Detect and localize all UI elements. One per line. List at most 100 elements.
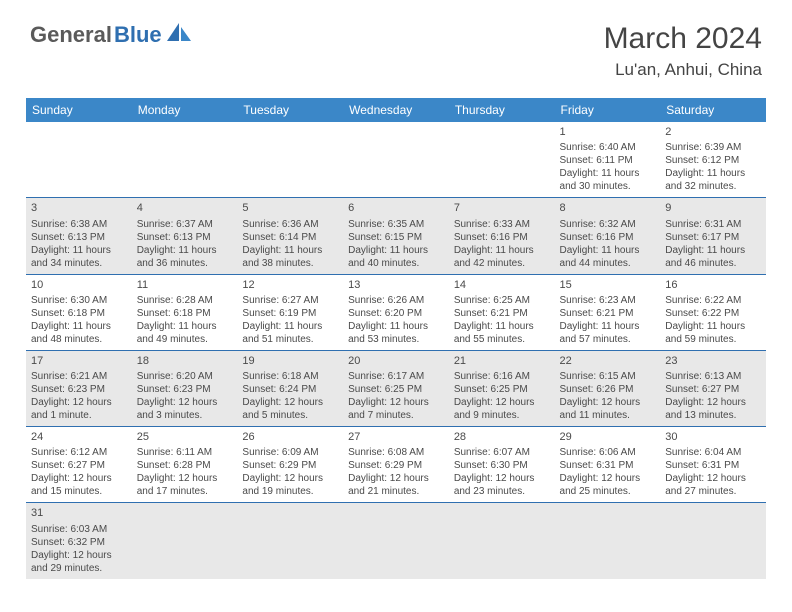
calendar-cell	[26, 122, 132, 198]
calendar-cell: 4Sunrise: 6:37 AMSunset: 6:13 PMDaylight…	[132, 198, 238, 274]
title-block: March 2024 Lu'an, Anhui, China	[604, 22, 762, 80]
sunset-text: Sunset: 6:14 PM	[242, 231, 338, 244]
daylight-text: Daylight: 12 hours and 15 minutes.	[31, 472, 127, 498]
sunset-text: Sunset: 6:16 PM	[454, 231, 550, 244]
sunrise-text: Sunrise: 6:09 AM	[242, 446, 338, 459]
day-number: 16	[665, 278, 761, 292]
sunset-text: Sunset: 6:21 PM	[560, 307, 656, 320]
calendar-cell: 8Sunrise: 6:32 AMSunset: 6:16 PMDaylight…	[555, 198, 661, 274]
sunset-text: Sunset: 6:29 PM	[242, 459, 338, 472]
calendar-cell	[132, 503, 238, 579]
day-header: Sunday	[26, 98, 132, 122]
daylight-text: Daylight: 12 hours and 29 minutes.	[31, 549, 127, 575]
day-number: 24	[31, 430, 127, 444]
calendar-cell: 20Sunrise: 6:17 AMSunset: 6:25 PMDayligh…	[343, 350, 449, 426]
day-number: 15	[560, 278, 656, 292]
calendar-cell	[660, 503, 766, 579]
sunset-text: Sunset: 6:23 PM	[137, 383, 233, 396]
sunset-text: Sunset: 6:27 PM	[665, 383, 761, 396]
calendar-cell	[132, 122, 238, 198]
calendar-cell: 6Sunrise: 6:35 AMSunset: 6:15 PMDaylight…	[343, 198, 449, 274]
calendar-cell: 14Sunrise: 6:25 AMSunset: 6:21 PMDayligh…	[449, 274, 555, 350]
sunrise-text: Sunrise: 6:36 AM	[242, 218, 338, 231]
daylight-text: Daylight: 11 hours and 40 minutes.	[348, 244, 444, 270]
calendar-cell	[449, 503, 555, 579]
calendar-cell: 13Sunrise: 6:26 AMSunset: 6:20 PMDayligh…	[343, 274, 449, 350]
calendar-cell: 29Sunrise: 6:06 AMSunset: 6:31 PMDayligh…	[555, 427, 661, 503]
sunset-text: Sunset: 6:21 PM	[454, 307, 550, 320]
calendar-cell: 17Sunrise: 6:21 AMSunset: 6:23 PMDayligh…	[26, 350, 132, 426]
day-number: 7	[454, 201, 550, 215]
sunset-text: Sunset: 6:23 PM	[31, 383, 127, 396]
day-header: Friday	[555, 98, 661, 122]
sunrise-text: Sunrise: 6:08 AM	[348, 446, 444, 459]
day-number: 9	[665, 201, 761, 215]
sunrise-text: Sunrise: 6:11 AM	[137, 446, 233, 459]
sunrise-text: Sunrise: 6:26 AM	[348, 294, 444, 307]
calendar-cell: 24Sunrise: 6:12 AMSunset: 6:27 PMDayligh…	[26, 427, 132, 503]
sunset-text: Sunset: 6:18 PM	[137, 307, 233, 320]
daylight-text: Daylight: 11 hours and 55 minutes.	[454, 320, 550, 346]
calendar-cell: 28Sunrise: 6:07 AMSunset: 6:30 PMDayligh…	[449, 427, 555, 503]
calendar-table: Sunday Monday Tuesday Wednesday Thursday…	[26, 98, 766, 579]
sunrise-text: Sunrise: 6:33 AM	[454, 218, 550, 231]
sunrise-text: Sunrise: 6:07 AM	[454, 446, 550, 459]
sunrise-text: Sunrise: 6:28 AM	[137, 294, 233, 307]
logo-text-part1: General	[30, 22, 112, 48]
calendar-cell: 27Sunrise: 6:08 AMSunset: 6:29 PMDayligh…	[343, 427, 449, 503]
calendar-week: 10Sunrise: 6:30 AMSunset: 6:18 PMDayligh…	[26, 274, 766, 350]
daylight-text: Daylight: 11 hours and 59 minutes.	[665, 320, 761, 346]
daylight-text: Daylight: 12 hours and 19 minutes.	[242, 472, 338, 498]
day-number: 21	[454, 354, 550, 368]
calendar-cell: 22Sunrise: 6:15 AMSunset: 6:26 PMDayligh…	[555, 350, 661, 426]
daylight-text: Daylight: 11 hours and 51 minutes.	[242, 320, 338, 346]
daylight-text: Daylight: 11 hours and 44 minutes.	[560, 244, 656, 270]
day-number: 27	[348, 430, 444, 444]
calendar-cell	[343, 122, 449, 198]
sunset-text: Sunset: 6:25 PM	[348, 383, 444, 396]
sunset-text: Sunset: 6:17 PM	[665, 231, 761, 244]
calendar-cell: 12Sunrise: 6:27 AMSunset: 6:19 PMDayligh…	[237, 274, 343, 350]
day-number: 5	[242, 201, 338, 215]
daylight-text: Daylight: 12 hours and 27 minutes.	[665, 472, 761, 498]
day-number: 2	[665, 125, 761, 139]
sunset-text: Sunset: 6:24 PM	[242, 383, 338, 396]
sunset-text: Sunset: 6:16 PM	[560, 231, 656, 244]
sunrise-text: Sunrise: 6:13 AM	[665, 370, 761, 383]
sunrise-text: Sunrise: 6:37 AM	[137, 218, 233, 231]
daylight-text: Daylight: 11 hours and 42 minutes.	[454, 244, 550, 270]
day-number: 11	[137, 278, 233, 292]
daylight-text: Daylight: 11 hours and 46 minutes.	[665, 244, 761, 270]
day-number: 10	[31, 278, 127, 292]
calendar-cell	[449, 122, 555, 198]
sunrise-text: Sunrise: 6:12 AM	[31, 446, 127, 459]
calendar-cell: 19Sunrise: 6:18 AMSunset: 6:24 PMDayligh…	[237, 350, 343, 426]
logo: General Blue	[30, 22, 193, 48]
calendar-cell: 1Sunrise: 6:40 AMSunset: 6:11 PMDaylight…	[555, 122, 661, 198]
sunset-text: Sunset: 6:29 PM	[348, 459, 444, 472]
calendar-cell: 9 Sunrise: 6:31 AMSunset: 6:17 PMDaylight…	[660, 198, 766, 274]
sunrise-text: Sunrise: 6:04 AM	[665, 446, 761, 459]
calendar-cell: 7 Sunrise: 6:33 AMSunset: 6:16 PMDaylight…	[449, 198, 555, 274]
calendar-cell: 23Sunrise: 6:13 AMSunset: 6:27 PMDayligh…	[660, 350, 766, 426]
sunrise-text: Sunrise: 6:18 AM	[242, 370, 338, 383]
sunrise-text: Sunrise: 6:03 AM	[31, 523, 127, 536]
sunset-text: Sunset: 6:32 PM	[31, 536, 127, 549]
daylight-text: Daylight: 12 hours and 1 minute.	[31, 396, 127, 422]
sunrise-text: Sunrise: 6:35 AM	[348, 218, 444, 231]
calendar-cell: 21Sunrise: 6:16 AMSunset: 6:25 PMDayligh…	[449, 350, 555, 426]
sunset-text: Sunset: 6:13 PM	[137, 231, 233, 244]
calendar-cell: 18Sunrise: 6:20 AMSunset: 6:23 PMDayligh…	[132, 350, 238, 426]
calendar-cell: 25Sunrise: 6:11 AMSunset: 6:28 PMDayligh…	[132, 427, 238, 503]
sunrise-text: Sunrise: 6:16 AM	[454, 370, 550, 383]
sunset-text: Sunset: 6:31 PM	[560, 459, 656, 472]
daylight-text: Daylight: 11 hours and 32 minutes.	[665, 167, 761, 193]
logo-text-part2: Blue	[114, 22, 162, 48]
day-number: 6	[348, 201, 444, 215]
daylight-text: Daylight: 12 hours and 7 minutes.	[348, 396, 444, 422]
calendar-cell	[237, 503, 343, 579]
daylight-text: Daylight: 12 hours and 5 minutes.	[242, 396, 338, 422]
sunrise-text: Sunrise: 6:27 AM	[242, 294, 338, 307]
day-number: 30	[665, 430, 761, 444]
sunrise-text: Sunrise: 6:31 AM	[665, 218, 761, 231]
